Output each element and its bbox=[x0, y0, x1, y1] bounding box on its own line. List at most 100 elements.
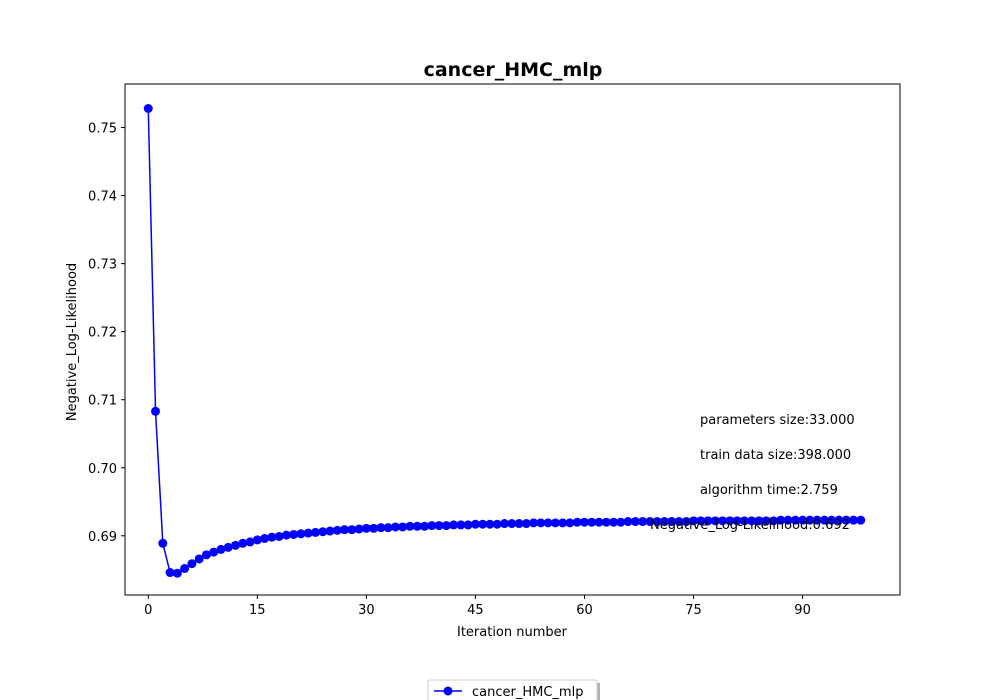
data-point bbox=[449, 520, 459, 530]
y-axis: 0.69 0.70 0.71 0.72 0.73 0.74 0.75 bbox=[88, 122, 125, 545]
data-point bbox=[470, 519, 480, 529]
y-axis-label: Negative_Log-Likelihood bbox=[65, 263, 80, 421]
data-point bbox=[674, 517, 684, 527]
data-point bbox=[558, 518, 568, 528]
data-point bbox=[405, 521, 415, 531]
data-point bbox=[361, 523, 371, 533]
data-point bbox=[572, 517, 582, 527]
data-point bbox=[340, 525, 350, 535]
data-point bbox=[710, 516, 720, 526]
x-axis: 0 15 30 45 60 75 90 bbox=[144, 595, 811, 618]
data-point bbox=[638, 517, 648, 527]
data-point bbox=[274, 531, 284, 541]
data-point bbox=[209, 547, 219, 557]
annotation-negative-log-likelihood: Negative_Log-Likelihood:0.692 bbox=[650, 518, 850, 533]
data-point bbox=[143, 104, 153, 113]
data-point bbox=[514, 519, 524, 529]
data-point bbox=[754, 516, 764, 526]
x-tick-label: 90 bbox=[794, 603, 811, 618]
data-point bbox=[732, 516, 742, 526]
data-point bbox=[681, 517, 691, 527]
data-point bbox=[267, 532, 277, 542]
data-point bbox=[848, 515, 858, 525]
data-point bbox=[187, 559, 197, 569]
data-point bbox=[667, 517, 677, 527]
data-point bbox=[550, 518, 560, 528]
data-point bbox=[492, 519, 502, 529]
x-axis-label: Iteration number bbox=[457, 625, 568, 640]
data-point bbox=[819, 515, 829, 525]
annotation-parameters-size: parameters size:33.000 bbox=[700, 413, 855, 428]
data-point bbox=[783, 515, 793, 525]
data-point bbox=[659, 517, 669, 527]
data-point bbox=[296, 529, 306, 539]
annotation-train-data-size: train data size:398.000 bbox=[700, 448, 851, 463]
data-point bbox=[216, 544, 226, 554]
x-tick-label: 30 bbox=[358, 603, 375, 618]
series-cancer-hmc-mlp bbox=[143, 104, 866, 578]
x-tick-label: 75 bbox=[685, 603, 702, 618]
data-point bbox=[231, 540, 241, 550]
data-point bbox=[594, 517, 604, 527]
data-point bbox=[529, 518, 539, 528]
data-point bbox=[478, 519, 488, 529]
data-point bbox=[776, 515, 786, 525]
y-tick-label: 0.74 bbox=[88, 190, 117, 205]
data-point bbox=[696, 516, 706, 526]
data-point bbox=[434, 521, 444, 531]
chart-title: cancer_HMC_mlp bbox=[424, 59, 603, 81]
data-point bbox=[427, 521, 437, 531]
data-point bbox=[689, 516, 699, 526]
data-point bbox=[194, 554, 204, 564]
y-tick-label: 0.75 bbox=[88, 122, 117, 137]
data-point bbox=[630, 517, 640, 527]
x-tick-label: 60 bbox=[576, 603, 593, 618]
data-point bbox=[172, 568, 182, 578]
data-point bbox=[798, 515, 808, 525]
data-point bbox=[543, 518, 553, 528]
data-point bbox=[281, 530, 291, 540]
data-point bbox=[151, 406, 161, 416]
data-point bbox=[201, 550, 211, 560]
y-tick-label: 0.72 bbox=[88, 326, 117, 341]
data-point bbox=[739, 516, 749, 526]
data-point bbox=[383, 523, 393, 533]
data-point bbox=[463, 520, 473, 530]
data-point bbox=[223, 542, 233, 552]
data-point bbox=[725, 516, 735, 526]
x-tick-label: 15 bbox=[249, 603, 266, 618]
legend-marker-swatch bbox=[443, 686, 453, 696]
data-point bbox=[318, 527, 328, 537]
data-point bbox=[303, 528, 313, 538]
data-point bbox=[718, 516, 728, 526]
data-point bbox=[238, 538, 248, 548]
data-point bbox=[623, 517, 633, 527]
data-point bbox=[827, 515, 837, 525]
data-point bbox=[565, 518, 575, 528]
y-tick-label: 0.73 bbox=[88, 258, 117, 273]
data-point bbox=[761, 516, 771, 526]
data-point bbox=[747, 516, 757, 526]
y-tick-label: 0.69 bbox=[88, 530, 117, 545]
data-point bbox=[703, 516, 713, 526]
data-point bbox=[354, 524, 364, 534]
data-point bbox=[587, 517, 597, 527]
data-point bbox=[180, 563, 190, 573]
data-point bbox=[841, 515, 851, 525]
data-point bbox=[332, 525, 342, 535]
data-point bbox=[325, 526, 335, 536]
data-point bbox=[441, 521, 451, 531]
annotation-algorithm-time: algorithm time:2.759 bbox=[700, 483, 838, 498]
data-point bbox=[856, 515, 866, 525]
data-point bbox=[812, 515, 822, 525]
data-point bbox=[616, 517, 626, 527]
data-point bbox=[310, 527, 320, 537]
data-point bbox=[369, 523, 379, 533]
data-point bbox=[507, 519, 517, 529]
y-tick-label: 0.70 bbox=[88, 462, 117, 477]
data-point bbox=[260, 534, 270, 544]
data-point bbox=[790, 515, 800, 525]
data-point bbox=[601, 517, 611, 527]
data-point bbox=[289, 529, 299, 539]
